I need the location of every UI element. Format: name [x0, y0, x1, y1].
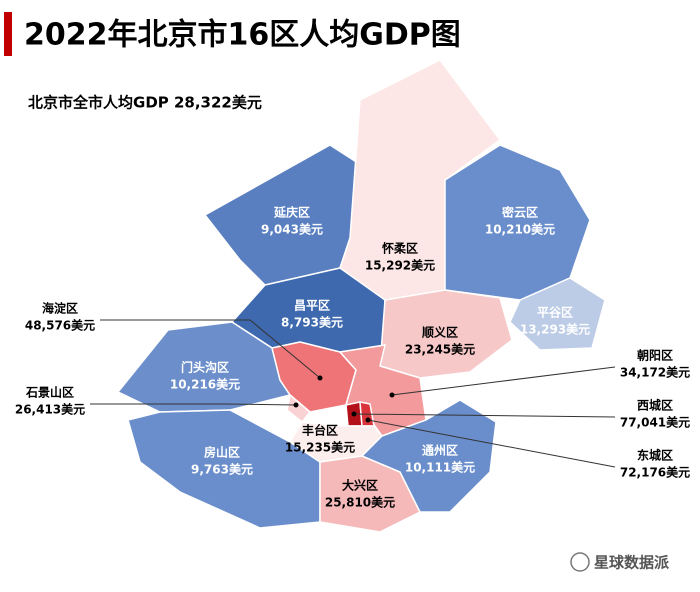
district-value: 25,810美元 [325, 495, 395, 510]
district-value: 48,576美元 [25, 318, 95, 333]
district-value: 77,041美元 [620, 415, 690, 430]
district-name: 怀柔区 [382, 241, 418, 256]
district-name: 通州区 [422, 443, 458, 458]
leader-line [367, 419, 616, 468]
district-value: 10,216美元 [170, 377, 240, 392]
district-value: 15,235美元 [285, 440, 355, 455]
district-name: 平谷区 [537, 305, 573, 320]
district-value: 15,292美元 [365, 258, 435, 273]
leader-line [90, 403, 297, 406]
title: 2022年北京市16区人均GDP图 [24, 18, 461, 53]
subtitle: 北京市全市人均GDP 28,322美元 [28, 94, 262, 112]
district-dot [317, 375, 323, 381]
district-shape [509, 277, 606, 351]
district-value: 10,111美元 [405, 460, 475, 475]
district-value: 8,793美元 [281, 315, 343, 330]
wechat-icon [570, 552, 590, 572]
district-shape [360, 399, 497, 513]
district-name: 丰台区 [302, 423, 338, 438]
district-dot [293, 402, 299, 408]
district-value: 9,763美元 [191, 462, 253, 477]
district-name: 海淀区 [42, 301, 78, 316]
district-value: 9,043美元 [261, 222, 323, 237]
footer: 星球数据派 [594, 554, 670, 572]
district-name: 昌平区 [294, 299, 330, 313]
regions [116, 59, 606, 533]
district-value: 72,176美元 [620, 465, 690, 480]
district-name: 东城区 [637, 448, 673, 463]
district-name: 延庆区 [273, 205, 310, 220]
leader-line [353, 413, 616, 418]
district-value: 13,293美元 [520, 322, 590, 337]
district-name: 顺义区 [422, 325, 458, 340]
district-name: 朝阳区 [637, 348, 673, 363]
district-name: 西城区 [637, 398, 673, 413]
district-name: 密云区 [502, 205, 538, 220]
district-dot [351, 411, 357, 417]
district-value: 26,413美元 [15, 402, 85, 417]
leader-line [100, 319, 321, 379]
district-name: 房山区 [204, 445, 240, 460]
title-bar [4, 12, 12, 56]
district-dot [389, 392, 395, 398]
district-value: 34,172美元 [620, 365, 690, 380]
district-dot [365, 417, 371, 423]
district-name: 石景山区 [25, 385, 74, 400]
district-name: 大兴区 [342, 478, 378, 493]
district-value: 23,245美元 [405, 342, 475, 357]
district-value: 10,210美元 [485, 222, 555, 237]
district-name: 门头沟区 [181, 360, 229, 375]
leader-line [391, 366, 616, 396]
